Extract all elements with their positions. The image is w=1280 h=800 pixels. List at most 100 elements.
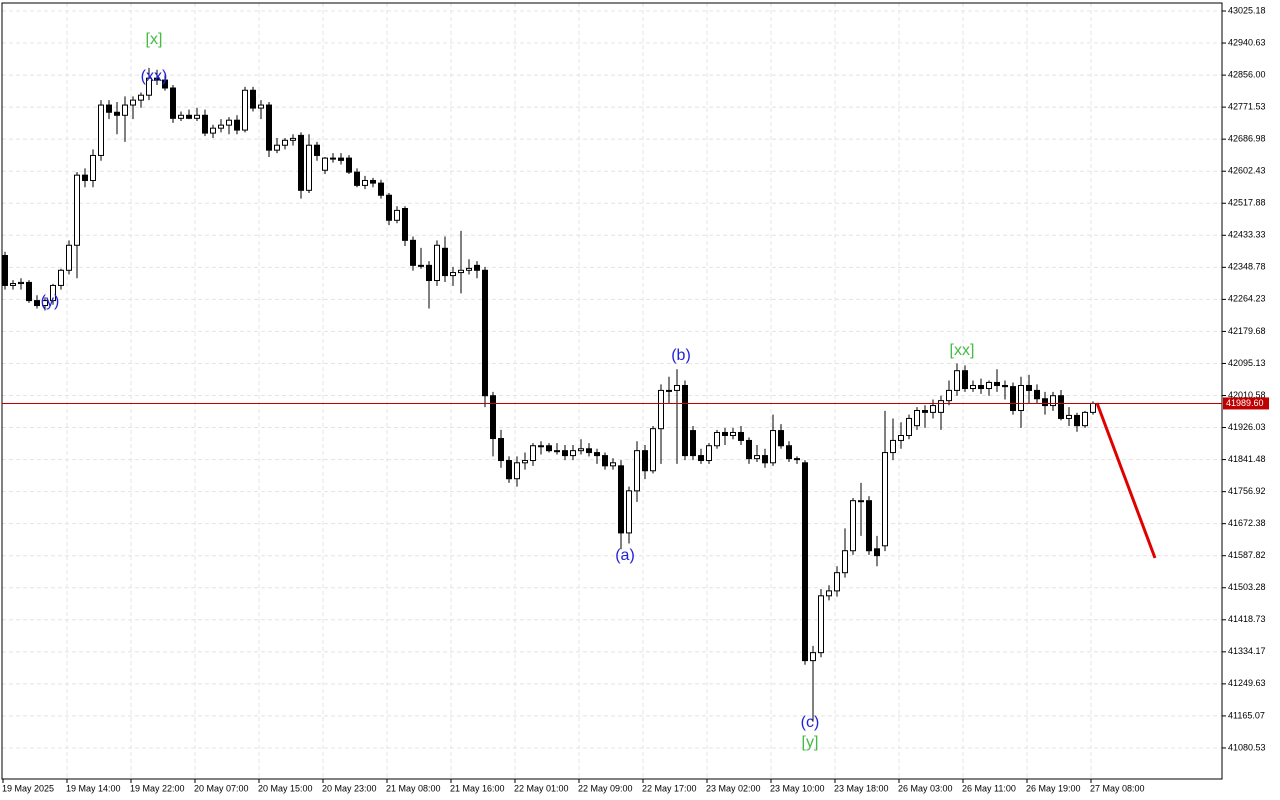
x-tick-label: 20 May 23:00 [322, 783, 377, 793]
candle-body [474, 264, 480, 271]
candle-body [842, 550, 848, 574]
candle-body [866, 500, 872, 552]
candle-body [746, 439, 752, 460]
candle-body [410, 239, 416, 266]
candle-body [1034, 389, 1040, 400]
y-tick-label: 41756.92 [1228, 486, 1266, 496]
candle-body [450, 272, 456, 277]
candle-body [610, 462, 616, 467]
candle-body [106, 104, 112, 113]
x-tick-label: 26 May 19:00 [1026, 783, 1081, 793]
y-tick-label: 42095.13 [1228, 358, 1266, 368]
candle-body [562, 450, 568, 457]
x-tick-label: 21 May 16:00 [450, 783, 505, 793]
candle-body [1026, 384, 1032, 391]
candle-body [754, 455, 760, 460]
x-tick-label: 21 May 08:00 [386, 783, 441, 793]
x-tick-label: 23 May 18:00 [834, 783, 889, 793]
candle-body [714, 431, 720, 447]
candle-body [146, 77, 152, 96]
candle-body [898, 435, 904, 441]
candle-body [826, 590, 832, 597]
candle-body [50, 284, 56, 302]
x-tick-label: 23 May 02:00 [706, 783, 761, 793]
candle-body [1082, 411, 1088, 427]
candle-body [202, 114, 208, 134]
grid [2, 3, 1222, 779]
x-tick-label: 26 May 03:00 [898, 783, 953, 793]
candle-body [426, 264, 432, 282]
candle-body [322, 157, 328, 171]
candle-body [770, 430, 776, 464]
candle-body [290, 137, 296, 141]
candle-body [274, 144, 280, 151]
candle-body [914, 409, 920, 427]
candle-body [282, 139, 288, 146]
candle-body [1010, 386, 1016, 411]
candle-body [130, 99, 136, 106]
candle-body [626, 490, 632, 534]
candle-body [530, 445, 536, 462]
candle-body [114, 111, 120, 116]
candle-body [74, 174, 80, 246]
candle-body [338, 157, 344, 161]
y-tick-label: 42433.33 [1228, 230, 1266, 240]
y-tick-label: 41841.48 [1228, 454, 1266, 464]
candle-body [1002, 384, 1008, 388]
candle-body [1090, 402, 1096, 413]
candle-body [858, 500, 864, 503]
candle-body [1018, 384, 1024, 411]
candle-body [938, 400, 944, 413]
x-tick-label: 27 May 08:00 [1090, 783, 1145, 793]
candle-body [90, 154, 96, 181]
y-tick-label: 43025.18 [1228, 5, 1266, 15]
y-tick-label: 42179.68 [1228, 326, 1266, 336]
candle-body [26, 281, 32, 302]
candle-body [1058, 395, 1064, 419]
candle-body [802, 462, 808, 662]
candle-body [874, 548, 880, 557]
wave-label: [xx] [950, 342, 975, 359]
y-tick-label: 41249.63 [1228, 678, 1266, 688]
candle-body [738, 431, 744, 441]
candle-body [778, 430, 784, 447]
candle-body [514, 462, 520, 480]
candle-body [706, 445, 712, 462]
candle-body [818, 595, 824, 654]
wave-label: (b) [671, 347, 691, 364]
candle-body [650, 428, 656, 472]
y-tick-label: 41165.07 [1228, 710, 1265, 720]
x-tick-label: 19 May 22:00 [130, 783, 185, 793]
candle-body [506, 460, 512, 480]
candle-body [306, 144, 312, 191]
candle-body [986, 381, 992, 390]
candle-body [498, 438, 504, 462]
candle-body [906, 417, 912, 437]
candle-body [458, 269, 464, 274]
candle-body [954, 370, 960, 391]
y-tick-label: 41503.28 [1228, 582, 1266, 592]
candle-body [258, 104, 264, 109]
wave-label: [x] [146, 31, 163, 48]
x-tick-label: 22 May 09:00 [578, 783, 633, 793]
candle-body [346, 157, 352, 173]
candle-body [482, 269, 488, 397]
forecast-line [1095, 402, 1157, 559]
candle-body [434, 244, 440, 282]
candle-body [242, 89, 248, 131]
y-tick-label: 42602.43 [1228, 166, 1266, 176]
candle-body [490, 395, 496, 440]
candle-body [466, 267, 472, 271]
candles [2, 67, 1096, 722]
wave-label: (c) [801, 714, 820, 731]
candle-body [210, 127, 216, 134]
candle-body [994, 381, 1000, 386]
candle-body [962, 370, 968, 390]
y-tick-label: 41926.03 [1228, 422, 1266, 432]
candle-body [698, 455, 704, 462]
candle-body [1066, 414, 1072, 419]
candle-body [602, 455, 608, 467]
x-tick-label: 23 May 10:00 [770, 783, 825, 793]
